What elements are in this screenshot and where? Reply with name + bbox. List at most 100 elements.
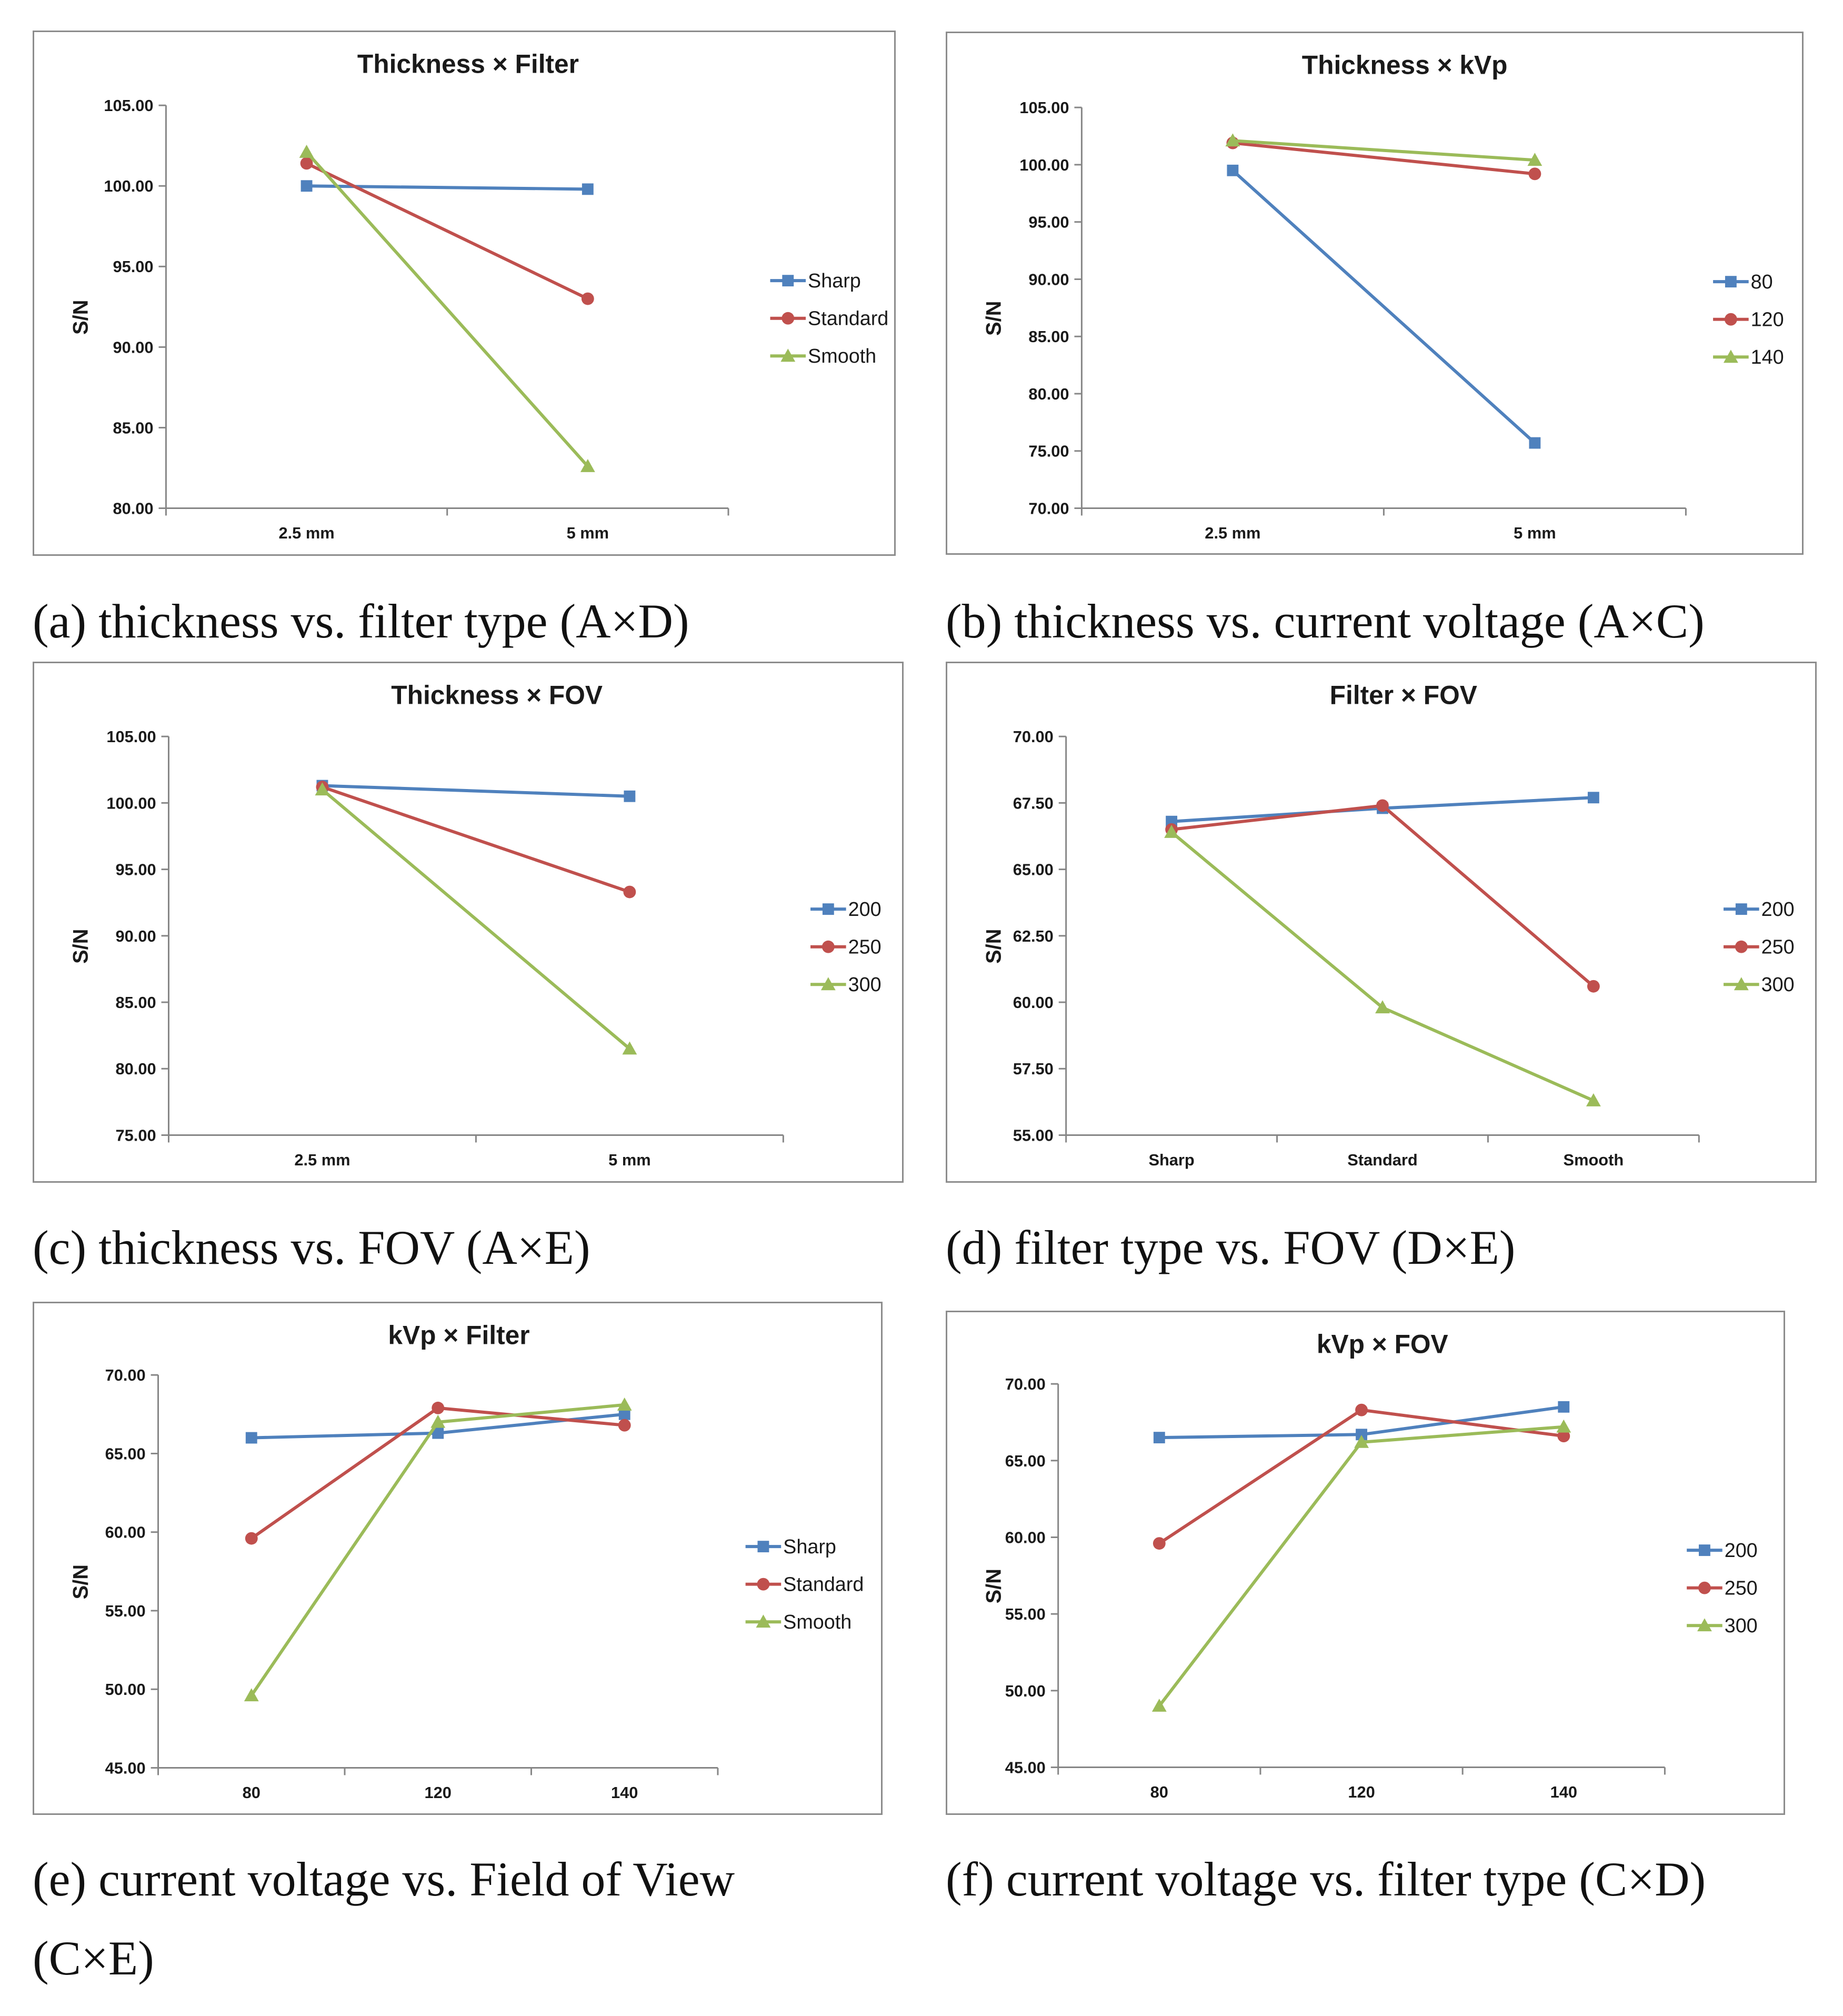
chart-title: Thickness × FOV (391, 681, 603, 710)
legend-marker (757, 1541, 769, 1553)
series-line (1231, 169, 1536, 444)
data-point (245, 1432, 257, 1444)
series-250 (1165, 799, 1600, 993)
legend-marker (1734, 977, 1749, 991)
data-point (299, 145, 314, 158)
legend-entry: 300 (1687, 1615, 1758, 1637)
data-point (1151, 1699, 1167, 1712)
legend-entry: Smooth (770, 345, 876, 367)
legend-entry: 300 (1724, 974, 1795, 996)
series-line (306, 162, 589, 301)
legend-label: 200 (1725, 1540, 1758, 1562)
legend-entry: Sharp (770, 270, 861, 292)
series-250 (316, 781, 636, 899)
legend-label: 140 (1751, 346, 1784, 368)
data-point (618, 1419, 631, 1432)
y-tick-label: 65.00 (1005, 1452, 1046, 1470)
chart-e-frame: kVp × Filter 45.00 50.00 55.00 60.00 65.00 70.… (33, 1302, 883, 1815)
caption-b: (b) thickness vs. current voltage (A×C) (946, 594, 1705, 648)
legend-label: 250 (848, 936, 882, 959)
y-tick-label: 80.00 (1028, 385, 1069, 403)
y-tick-label: 55.00 (105, 1602, 146, 1620)
chart-c-frame: Thickness × FOV 75.00 80.00 85.00 90.00 95.00… (33, 662, 904, 1183)
chart-b-frame: Thickness × kVp 70.00 75.00 80.00 85.00 90.00… (946, 32, 1804, 555)
y-tick-label: 75.00 (1028, 442, 1069, 461)
x-tick-label: 140 (611, 1783, 638, 1802)
y-tick-label: 70.00 (1013, 727, 1054, 746)
legend-label: Smooth (783, 1611, 852, 1633)
series-300 (315, 782, 637, 1055)
legend-entry: Sharp (745, 1536, 836, 1558)
data-point (1153, 1537, 1166, 1550)
y-tick-label: 50.00 (105, 1680, 146, 1699)
y-tick-label: 85.00 (116, 993, 156, 1012)
legend-label: Sharp (808, 270, 861, 292)
chart-title: kVp × FOV (1317, 1330, 1448, 1359)
data-point (432, 1427, 444, 1439)
y-tick-label: 90.00 (113, 338, 153, 356)
y-axis-label: S/N (982, 301, 1005, 336)
series-line (321, 788, 631, 1050)
x-tick-label: 5 mm (608, 1151, 650, 1169)
y-tick-label: 70.00 (1005, 1375, 1046, 1393)
x-tick-label: 2.5 mm (294, 1151, 350, 1169)
data-point (1164, 825, 1179, 838)
legend-label: Standard (783, 1574, 864, 1596)
y-tick-label: 60.00 (1005, 1528, 1046, 1546)
data-point (1558, 1401, 1570, 1413)
y-tick-label: 65.00 (1013, 861, 1054, 879)
y-tick-label: 105.00 (104, 96, 153, 115)
y-tick-label: 50.00 (1005, 1682, 1046, 1700)
legend-marker (782, 275, 794, 287)
data-point (1355, 1403, 1368, 1416)
legend-label: 120 (1751, 309, 1784, 331)
chart-a-frame: Thickness × Filter 80.00 85.00 90.00 95.00 10… (33, 31, 896, 556)
data-point (1375, 1000, 1390, 1014)
series-line (1233, 141, 1535, 176)
legend-entry: 200 (1687, 1540, 1758, 1562)
y-tick-label: 105.00 (1019, 98, 1069, 117)
series-line (322, 785, 630, 894)
x-tick-label: 120 (1348, 1783, 1375, 1801)
y-axis-label: S/N (69, 929, 92, 964)
legend-marker (1735, 903, 1747, 915)
y-tick-label: 80.00 (116, 1060, 156, 1078)
legend-label: 300 (1725, 1615, 1758, 1637)
series-line (1233, 139, 1535, 162)
legend-label: Sharp (783, 1536, 836, 1558)
data-point (1225, 133, 1240, 147)
series-line (1171, 804, 1595, 988)
y-axis-label: S/N (69, 1564, 92, 1599)
data-point (1587, 792, 1599, 804)
y-tick-label: 75.00 (116, 1126, 156, 1144)
y-tick-label: 85.00 (1028, 327, 1069, 346)
series-smooth (299, 145, 595, 472)
legend-label: 250 (1725, 1578, 1758, 1600)
y-axis-label: S/N (982, 929, 1005, 964)
y-axis-label: S/N (69, 300, 92, 335)
y-tick-label: 57.50 (1013, 1060, 1054, 1078)
series-line (322, 784, 630, 798)
series-200 (316, 780, 636, 802)
y-tick-label: 95.00 (113, 257, 153, 276)
caption-f: (f) current voltage vs. filter type (C×D… (946, 1852, 1706, 1906)
legend-marker (757, 1578, 770, 1591)
y-tick-label: 90.00 (116, 927, 156, 945)
chart-a-svg: Thickness × Filter 80.00 85.00 90.00 95.00 10… (69, 49, 888, 543)
legend-entry: 250 (810, 936, 882, 959)
legend-label: Standard (808, 308, 888, 330)
data-point (245, 1532, 258, 1545)
legend-entry: 250 (1724, 936, 1795, 959)
data-point (315, 782, 330, 796)
data-point (1354, 1434, 1369, 1448)
legend-marker (1697, 1618, 1712, 1632)
legend-entry: 80 (1713, 271, 1773, 293)
x-tick-label: 120 (425, 1783, 452, 1802)
y-tick-label: 95.00 (1028, 213, 1069, 232)
data-point (430, 1414, 446, 1428)
series-80 (1227, 164, 1541, 449)
x-tick-label: Sharp (1148, 1151, 1194, 1169)
series-standard (300, 157, 594, 305)
y-tick-label: 100.00 (104, 177, 153, 195)
series-line (1158, 1425, 1564, 1707)
